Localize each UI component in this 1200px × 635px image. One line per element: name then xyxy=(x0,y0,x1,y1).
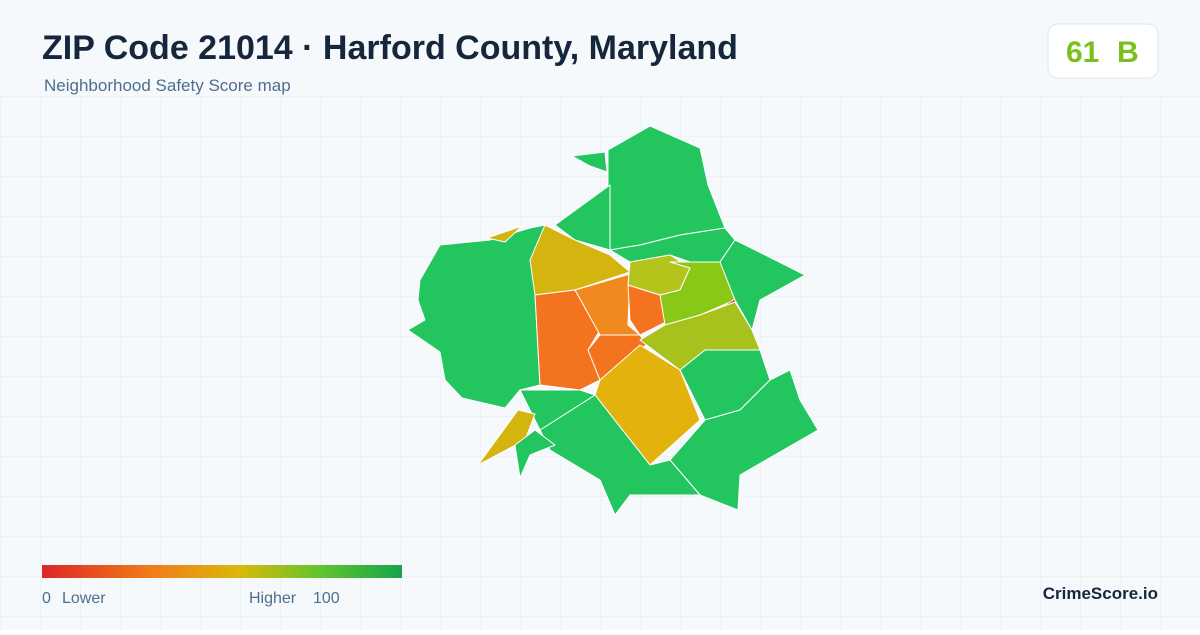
area xyxy=(719,239,806,331)
title: ZIP Code 21014 · Harford County, Marylan… xyxy=(42,29,738,67)
area xyxy=(574,273,641,336)
legend-min-label: Lower xyxy=(62,590,106,607)
legend: 0 Lower Higher 100 xyxy=(42,565,402,607)
area xyxy=(519,389,596,431)
area xyxy=(486,225,523,243)
map xyxy=(407,125,819,516)
legend-min: 0 xyxy=(42,590,51,607)
area xyxy=(529,224,631,296)
legend-max: 100 xyxy=(313,590,340,607)
subtitle: Neighborhood Safety Score map xyxy=(44,76,291,95)
badge-box xyxy=(1047,23,1159,79)
badge-grade: B xyxy=(1117,36,1139,69)
legend-max-label: Higher xyxy=(249,590,297,607)
legend-scale xyxy=(42,565,402,578)
area xyxy=(514,429,556,479)
area xyxy=(571,151,608,173)
badge-score: 61 xyxy=(1066,36,1099,69)
score-badge: 61 B xyxy=(1047,23,1159,79)
brand: CrimeScore.io xyxy=(1043,584,1158,603)
